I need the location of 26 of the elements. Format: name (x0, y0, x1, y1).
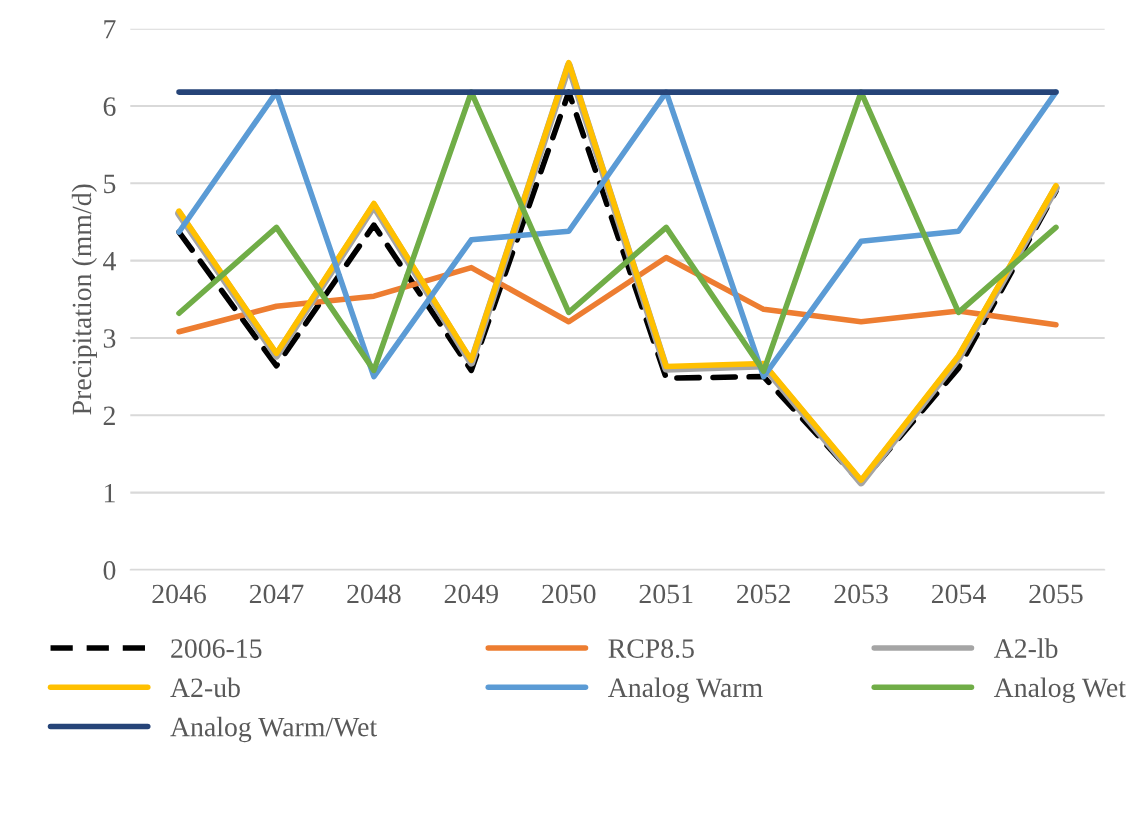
legend-label: 2006-15 (171, 639, 262, 658)
x-tick-label: 2047 (249, 584, 304, 604)
y-tick-label: 2 (103, 406, 115, 425)
x-tick-label: 2050 (542, 584, 596, 604)
y-tick-label: 0 (103, 561, 116, 580)
x-tick-label: 2048 (347, 584, 401, 604)
y-tick-label: 6 (103, 97, 116, 116)
y-tick-label: 5 (104, 174, 116, 194)
y-axis-title: Precipitation (mm/d) (71, 184, 97, 415)
x-tick-label: 2055 (1029, 584, 1083, 604)
y-tick-label: 3 (103, 329, 116, 348)
legend-label: Analog Warm (607, 677, 763, 703)
x-tick-label: 2053 (834, 584, 888, 604)
y-tick-label: 1 (104, 483, 115, 503)
x-tick-label: 2054 (931, 584, 986, 604)
legend-label: Analog Wet (993, 677, 1126, 703)
y-tick-label: 7 (104, 20, 116, 39)
y-tick-label: 4 (103, 251, 116, 271)
legend-label: Analog Warm/Wet (170, 716, 377, 743)
x-tick-label: 2052 (737, 584, 790, 604)
legend-label: RCP8.5 (608, 639, 694, 659)
legend-label: A2-ub (170, 677, 240, 698)
x-tick-label: 2051 (639, 584, 693, 604)
legend-label: A2-lb (993, 638, 1058, 658)
x-tick-label: 2049 (444, 584, 498, 604)
x-tick-label: 2046 (152, 584, 206, 604)
